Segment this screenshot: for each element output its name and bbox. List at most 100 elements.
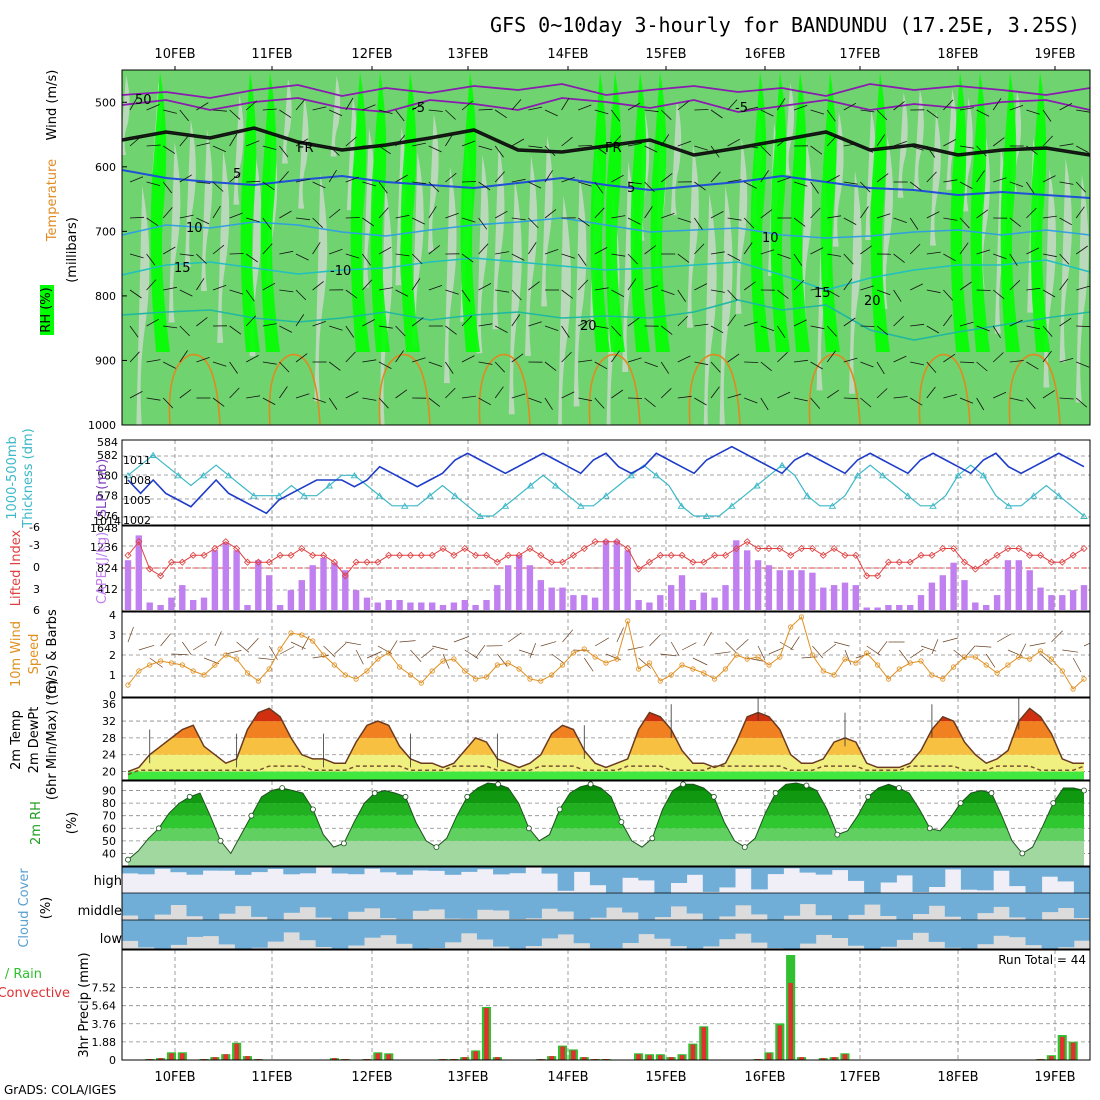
cloud-cell: [589, 867, 607, 886]
wind-speed-point: [809, 652, 816, 658]
wind-speed-point: [668, 672, 674, 678]
wind-barb: [943, 394, 958, 399]
wind-barb: [793, 397, 808, 402]
wind-speed-point: [581, 646, 587, 652]
surface-barb: [953, 649, 967, 661]
surface-barb: [258, 657, 275, 661]
wind-speed-point: [266, 666, 272, 672]
contour-label: 15: [174, 261, 191, 276]
rh-point: [618, 819, 625, 825]
wind-speed-point: [950, 664, 957, 670]
wind-speed-point: [234, 656, 240, 662]
wind-barb: [727, 393, 742, 399]
wind-barb: [395, 214, 410, 219]
wind-barb: [345, 176, 360, 183]
wind-speed-point: [940, 676, 946, 682]
wind-barb: [943, 179, 958, 183]
wind-barb: [777, 177, 791, 183]
wind-barb: [395, 109, 405, 122]
precip-conv-bar: [1060, 1036, 1065, 1060]
wind-barb: [843, 357, 858, 363]
wind-barb: [677, 355, 691, 363]
cloud-cell: [460, 867, 478, 872]
cape-bar: [678, 575, 686, 610]
cape-bar: [472, 605, 479, 610]
wind-barb: [412, 181, 427, 185]
cloud-cell: [960, 867, 978, 890]
thick-tick-top: 584: [97, 436, 118, 449]
thickness-series: [127, 454, 1085, 517]
wind-barb: [810, 109, 825, 115]
cloud-cell: [138, 867, 155, 875]
label-precip-total: Total / Rain: [0, 967, 42, 982]
wind-speed-point: [1005, 662, 1011, 668]
rh-point: [217, 837, 224, 844]
wind-barb: [495, 289, 510, 293]
wind-barb: [544, 109, 558, 117]
cape-bar: [722, 585, 729, 610]
wind-barb: [627, 357, 642, 363]
cape-bar: [907, 605, 914, 610]
cape-bar: [135, 535, 142, 610]
cape-bar: [157, 605, 164, 610]
wind-barb: [445, 109, 456, 120]
wind-barb: [744, 181, 757, 189]
cape-bar: [939, 575, 946, 610]
wind-barb: [528, 321, 542, 327]
rh-tick-80: 80: [102, 797, 116, 810]
cape-bar: [809, 572, 816, 610]
wind-barb: [860, 181, 871, 193]
cloud-cell: [993, 893, 1010, 907]
contour-label: 15: [814, 286, 831, 301]
li-point: [895, 558, 903, 566]
wind-speed-point: [527, 676, 533, 682]
wind-barb: [1026, 325, 1041, 330]
rh-point: [587, 781, 594, 788]
cape-bar: [461, 600, 468, 610]
precip-conv-bar: [549, 1056, 554, 1060]
label-wind-1: 10m Wind: [9, 621, 24, 687]
precip-tick-7.52: 7.52: [92, 982, 117, 995]
rh-point: [556, 806, 563, 813]
wind-speed-point: [972, 654, 979, 660]
rh-low-patch: [233, 94, 244, 205]
wind-barb: [1059, 253, 1070, 265]
cape-bar: [363, 597, 371, 610]
wind-barb: [727, 353, 740, 363]
li-point: [797, 544, 806, 553]
li-point: [743, 538, 751, 546]
rh-band-1: [128, 828, 1084, 841]
rh-band-3: [128, 803, 1084, 816]
wind-barb: [362, 279, 373, 291]
cape-bar: [917, 595, 925, 610]
wind-barb: [827, 253, 842, 257]
wind-barb: [411, 278, 421, 291]
wind-barb: [312, 321, 326, 327]
li-point: [526, 544, 534, 553]
rh-point: [526, 825, 532, 832]
cape-bar: [515, 555, 523, 610]
thickness-point: [300, 492, 308, 499]
wind-barb: [395, 174, 408, 183]
wind-barb: [362, 397, 377, 401]
cloud-cell: [702, 920, 720, 947]
cloud-cell: [170, 920, 187, 945]
cloud-cell: [880, 893, 897, 916]
wind-barb: [660, 173, 673, 183]
wind-barb: [843, 278, 853, 291]
wind-barb: [179, 174, 193, 183]
wind-barb: [959, 242, 969, 255]
wind-barb: [279, 210, 292, 219]
rh-low-patch: [832, 111, 844, 247]
cloud-cell: [848, 867, 865, 881]
precip-panel: 7.52 5.64 3.76 1.88 0 Run Total = 44: [92, 949, 1091, 1067]
wind-barb: [212, 205, 221, 219]
cloud-cell: [622, 920, 639, 943]
wind-barb: [893, 141, 907, 147]
wind-barb: [179, 350, 188, 363]
wind-barb: [511, 138, 525, 147]
wind-barb: [976, 209, 989, 219]
wind-barb: [594, 287, 609, 291]
wind-barb: [212, 284, 227, 291]
wind-speed-point: [549, 672, 555, 678]
